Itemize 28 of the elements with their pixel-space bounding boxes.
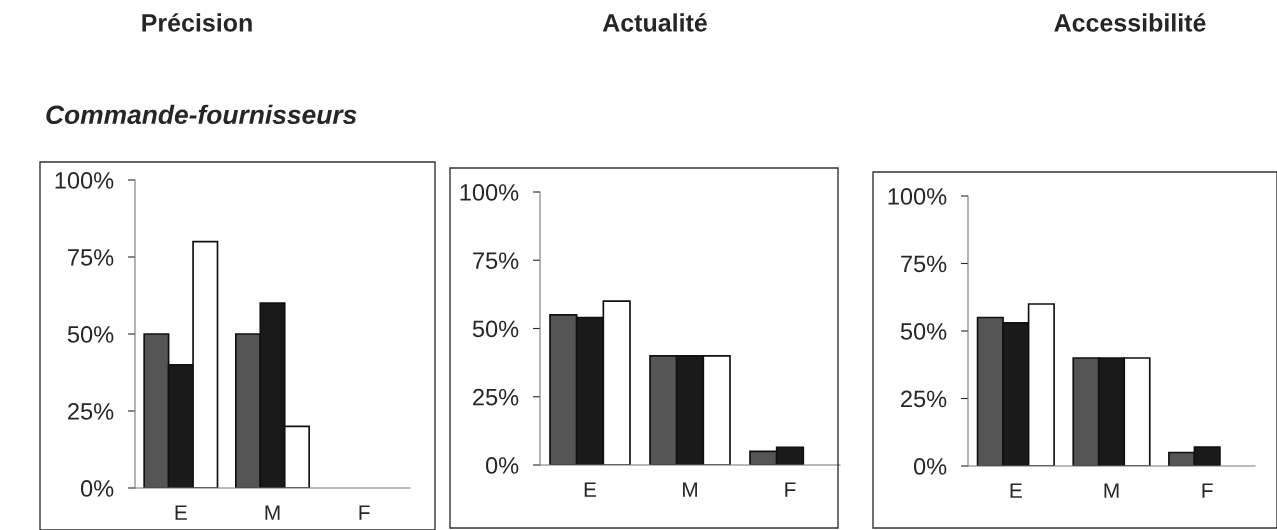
y-tick-label: 0% [80, 480, 114, 497]
y-tick-label: 50% [900, 323, 947, 340]
y-tick-label: 50% [472, 320, 519, 338]
x-tick-label: M [265, 505, 280, 520]
x-tick-label: E [584, 482, 597, 497]
x-tick-label: F [785, 482, 796, 497]
x-tick-label: M [1104, 483, 1119, 498]
y-tick-label: 75% [473, 252, 519, 270]
y-tick-label: 25% [473, 388, 519, 406]
y-tick-label: 25% [901, 390, 947, 408]
x-tick-label: E [175, 505, 187, 520]
chart-title: Actualité [602, 13, 707, 32]
x-tick-label: F [359, 505, 370, 520]
y-tick-label: 100% [55, 172, 114, 189]
chart-title: Précision [142, 13, 252, 32]
x-tick-label: F [1202, 483, 1213, 498]
y-tick-label: 75% [901, 255, 947, 273]
y-tick-label: 100% [460, 184, 519, 201]
chart-title: Accessibilité [1054, 13, 1206, 32]
x-tick-label: E [1010, 483, 1022, 498]
y-tick-label: 50% [67, 326, 114, 343]
y-tick-label: 25% [68, 403, 114, 420]
y-tick-label: 0% [485, 457, 519, 474]
chart-subtitle: Commande-fournisseurs [46, 104, 357, 125]
x-tick-label: M [683, 482, 697, 497]
y-tick-label: 100% [888, 188, 947, 205]
y-tick-label: 0% [913, 458, 947, 475]
y-tick-label: 75% [68, 249, 114, 266]
